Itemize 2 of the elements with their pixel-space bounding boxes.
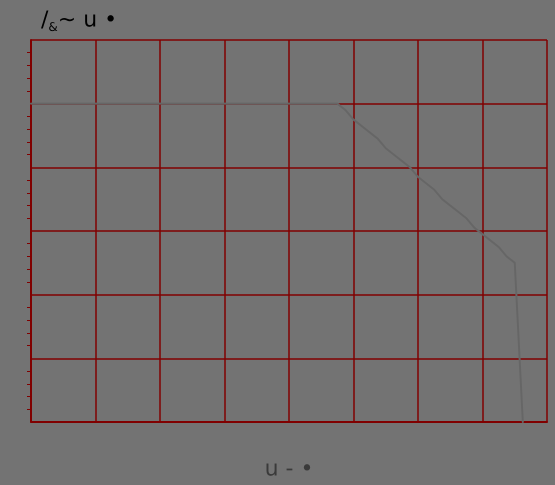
chart-title: /&~ u •: [41, 8, 118, 34]
x-axis-title: u - •: [264, 456, 314, 482]
